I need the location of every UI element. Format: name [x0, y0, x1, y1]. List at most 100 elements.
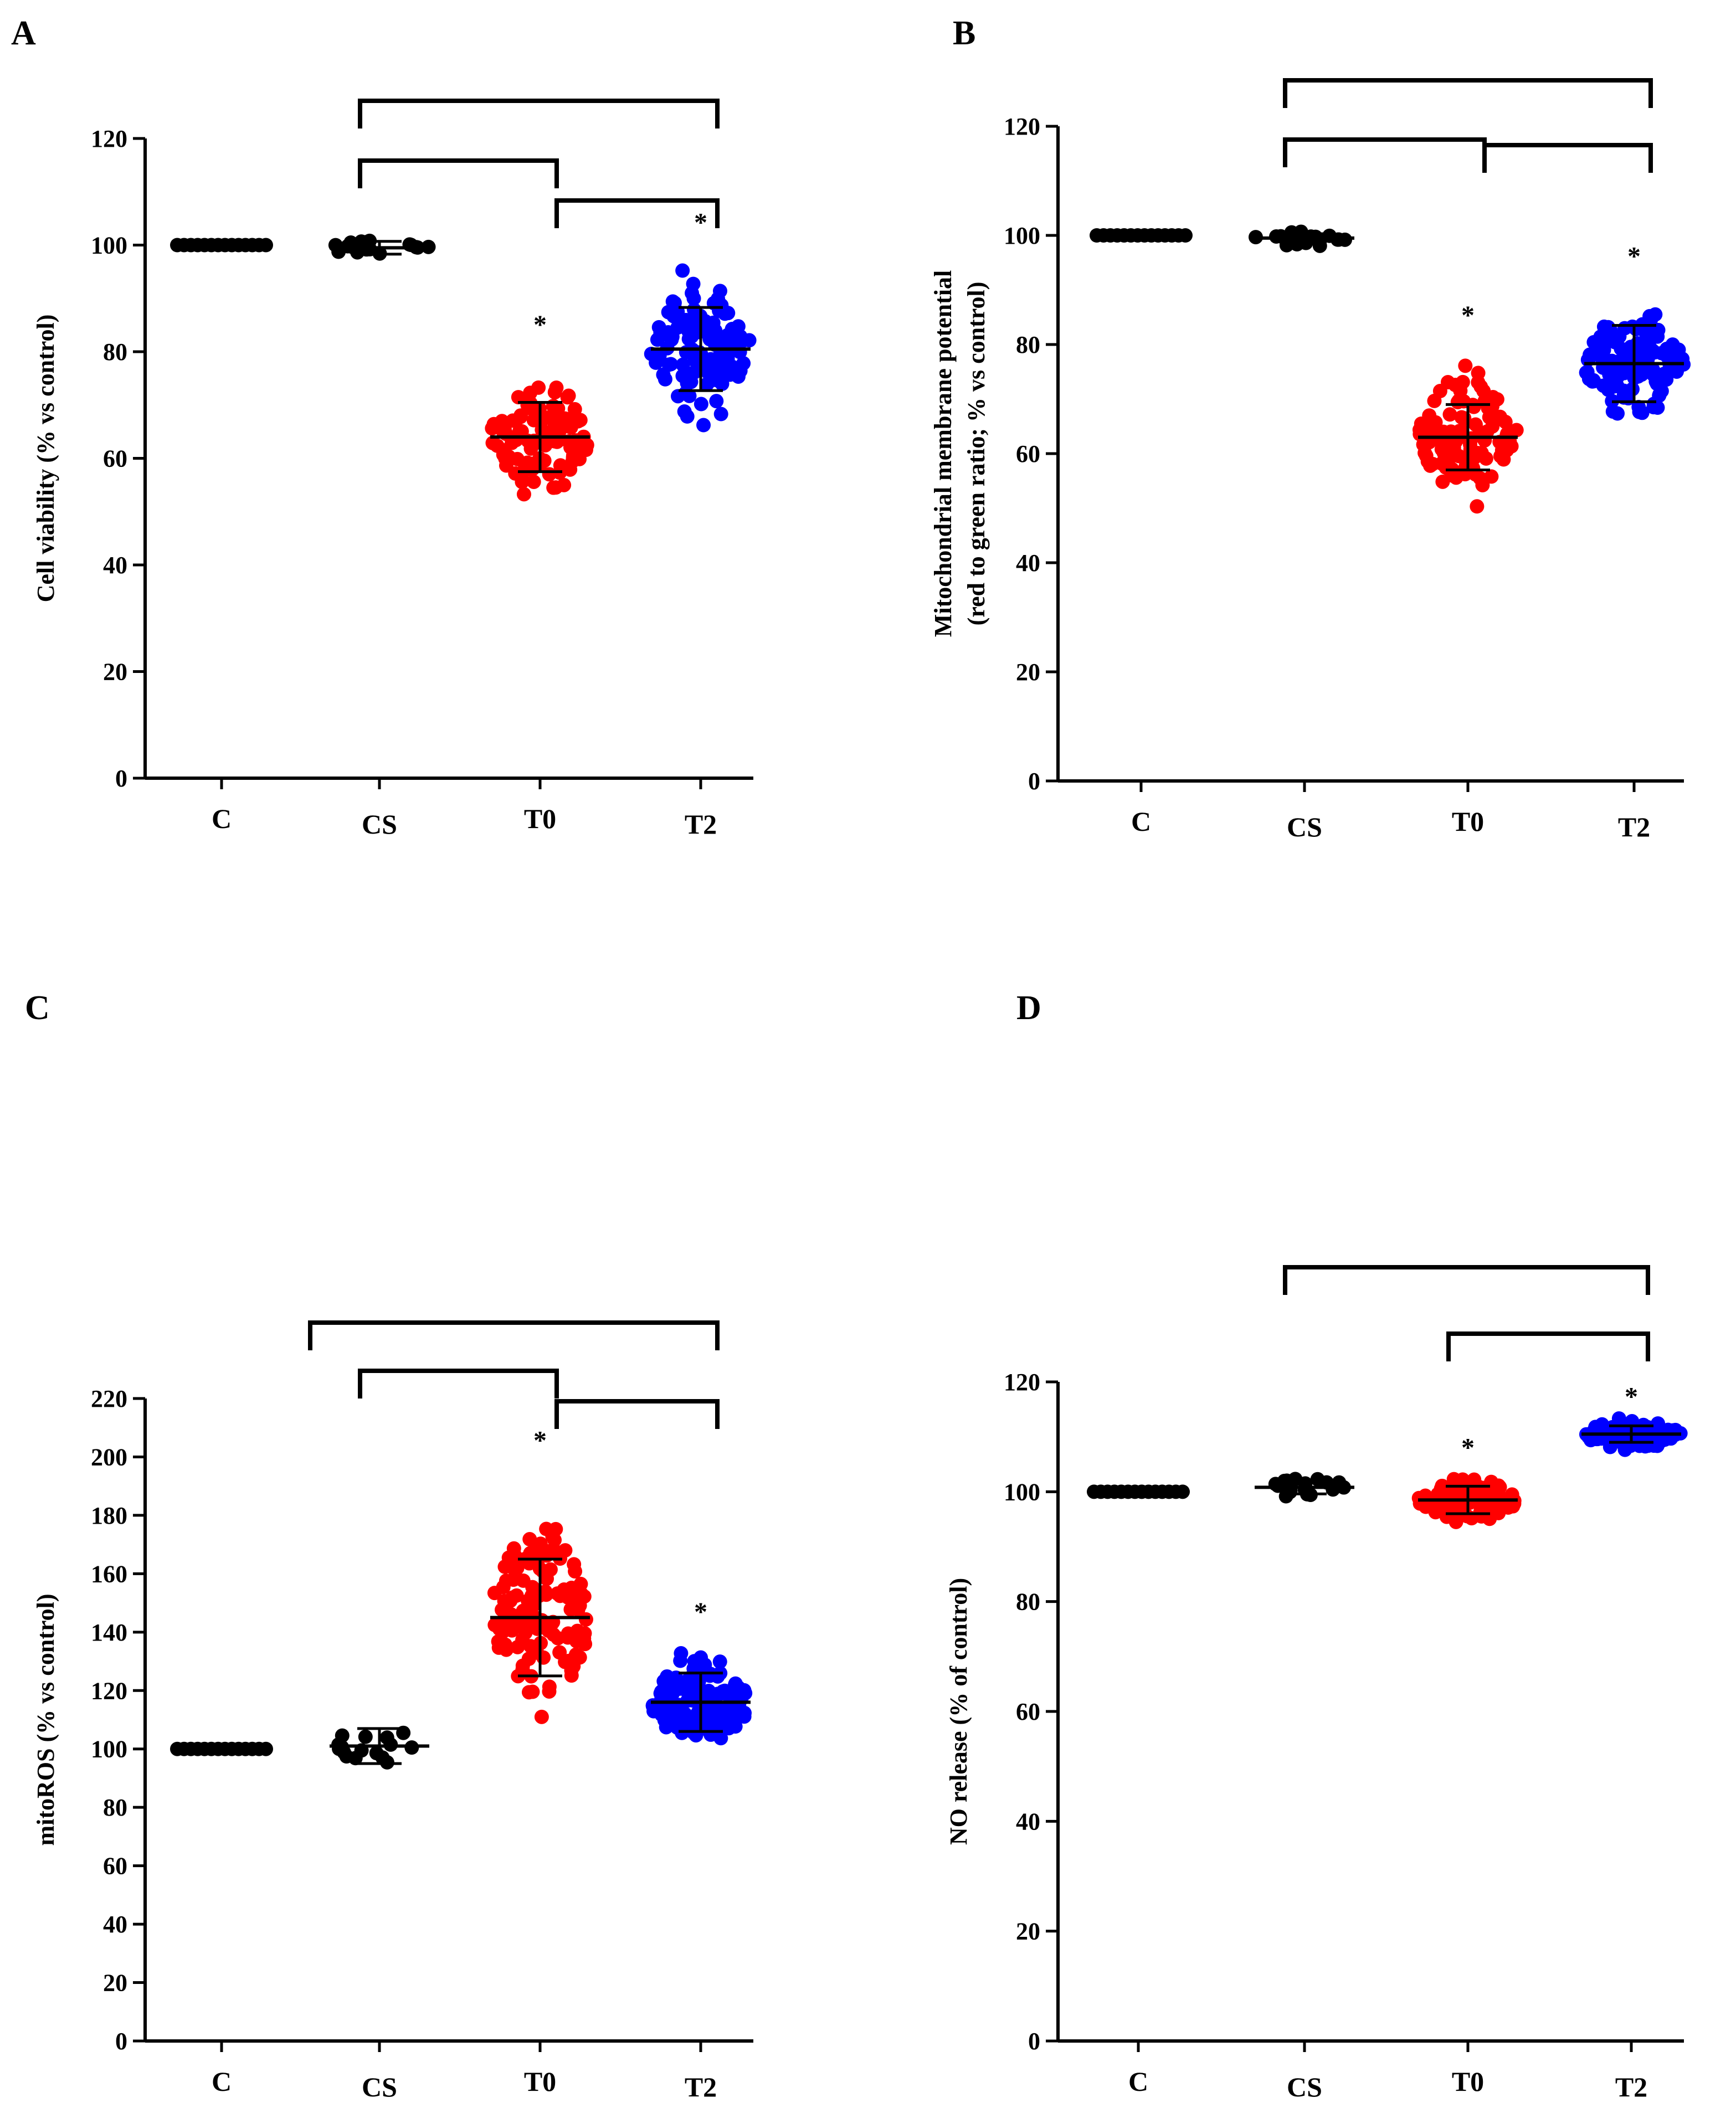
y-axis-label: NO release (% of control) — [945, 1578, 972, 1845]
data-point — [1279, 238, 1294, 253]
y-tick-label: 80 — [103, 338, 127, 366]
data-point — [564, 1668, 579, 1683]
series-t0: * — [1411, 1433, 1522, 1529]
series-c — [1090, 228, 1193, 243]
y-tick-label: 80 — [103, 1794, 127, 1821]
data-point — [577, 1631, 592, 1646]
data-point — [1473, 471, 1488, 486]
y-tick-label: 0 — [115, 2028, 127, 2055]
data-point — [1434, 442, 1449, 457]
y-tick-label: 0 — [1028, 768, 1040, 795]
x-tick-label-c: C — [212, 2066, 232, 2097]
y-tick-label: 60 — [1016, 1698, 1040, 1725]
data-point — [1312, 238, 1327, 253]
data-point — [548, 1521, 563, 1536]
data-point — [547, 385, 562, 400]
series-t0: * — [485, 310, 594, 502]
data-point — [1420, 454, 1435, 469]
series-c — [170, 1741, 273, 1756]
data-point — [551, 401, 566, 416]
data-point — [696, 418, 711, 433]
data-point — [573, 1576, 588, 1591]
y-tick-label: 60 — [103, 445, 127, 472]
comparison-bracket — [1283, 137, 1487, 167]
y-tick-label: 20 — [103, 659, 127, 686]
data-point — [680, 409, 695, 424]
data-point — [1310, 1472, 1325, 1487]
panel-letter: A — [11, 14, 36, 52]
series-c — [1087, 1484, 1190, 1499]
data-point — [674, 319, 689, 334]
comparison-bracket — [1482, 143, 1653, 173]
data-point — [1610, 379, 1625, 394]
data-point — [578, 443, 593, 457]
x-tick-label-t2: T2 — [1618, 811, 1650, 842]
y-tick-label: 20 — [1016, 1918, 1040, 1945]
data-point — [652, 348, 667, 363]
data-point — [1453, 383, 1468, 398]
data-point — [1617, 1442, 1632, 1457]
data-point — [1663, 345, 1678, 359]
data-point — [693, 1658, 708, 1673]
data-point — [660, 1701, 675, 1716]
data-point — [499, 1574, 513, 1588]
data-point — [1611, 1411, 1626, 1426]
data-point — [1444, 424, 1458, 439]
data-point — [684, 374, 698, 389]
x-tick-label-t2: T2 — [685, 809, 717, 840]
data-point — [675, 263, 690, 278]
data-point — [485, 421, 500, 436]
data-point — [1477, 433, 1492, 448]
x-tick-label-t0: T0 — [1452, 2066, 1484, 2097]
data-point — [487, 1586, 502, 1601]
data-point — [671, 389, 686, 404]
data-point — [694, 397, 708, 412]
data-point — [682, 388, 697, 403]
significance-star: * — [694, 1597, 707, 1627]
data-point — [1449, 1514, 1463, 1529]
data-point — [1484, 469, 1499, 484]
comparison-bracket — [554, 198, 720, 228]
data-point — [709, 1688, 724, 1703]
data-point — [713, 407, 728, 421]
data-point — [686, 302, 701, 317]
data-point — [1498, 414, 1513, 429]
data-point — [1617, 366, 1632, 381]
data-point — [1588, 1420, 1603, 1435]
data-point — [1492, 1479, 1507, 1494]
series-t0: * — [1412, 301, 1524, 514]
data-point — [714, 304, 729, 318]
y-tick-label: 60 — [103, 1853, 127, 1880]
significance-star: * — [694, 208, 707, 237]
x-tick-label-cs: CS — [362, 2071, 397, 2102]
comparison-bracket — [1283, 1265, 1650, 1295]
y-tick-label: 120 — [91, 1677, 127, 1704]
data-point — [578, 1612, 593, 1627]
y-tick-label: 20 — [1016, 659, 1040, 686]
y-tick-label: 100 — [91, 232, 127, 259]
data-point — [561, 1653, 576, 1668]
data-point — [1283, 1483, 1298, 1498]
series-t2: * — [645, 1597, 753, 1746]
data-point — [1427, 393, 1442, 408]
data-point — [499, 426, 513, 441]
data-point — [1635, 405, 1650, 420]
data-point — [572, 1650, 587, 1665]
data-point — [540, 1571, 554, 1586]
y-tick-label: 220 — [91, 1385, 127, 1412]
panel-d: D 0 20 40 60 80 100 120 C CS T0 T2 NO release (% of … — [945, 989, 1688, 2102]
series-cs — [328, 233, 436, 261]
y-axis-label: mitoROS (% vs control) — [32, 1593, 59, 1845]
x-tick-label-t0: T0 — [524, 803, 556, 834]
data-point — [534, 1709, 549, 1724]
data-point — [1659, 372, 1674, 387]
data-point — [499, 1605, 514, 1619]
series-t0: * — [487, 1426, 593, 1724]
x-tick-label-cs: CS — [1287, 811, 1322, 842]
y-tick-label: 0 — [1028, 2028, 1040, 2055]
data-point — [1504, 1487, 1519, 1502]
y-tick-label: 40 — [1016, 549, 1040, 577]
data-point — [503, 1593, 518, 1608]
y-tick-label: 120 — [1004, 1369, 1040, 1396]
series-cs — [1255, 1472, 1354, 1504]
